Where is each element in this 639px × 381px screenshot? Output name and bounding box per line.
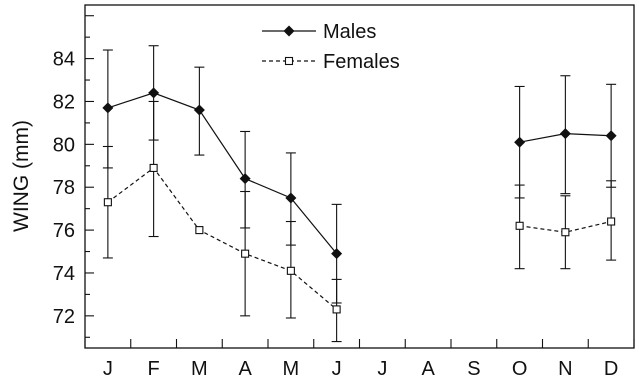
- data-point-females: [286, 266, 295, 275]
- series-lines: [107, 92, 612, 310]
- legend-label-females: Females: [323, 51, 400, 73]
- y-tick-label: 74: [53, 263, 75, 285]
- x-tick-label: S: [467, 358, 480, 380]
- data-point-males: [605, 130, 617, 142]
- x-tick-label: M: [283, 358, 300, 380]
- y-tick-label: 72: [53, 306, 75, 328]
- y-axis-title: WING (mm): [10, 120, 33, 232]
- series-line-females: [107, 167, 338, 310]
- x-tick-label: M: [191, 358, 208, 380]
- data-point-males: [102, 102, 114, 114]
- x-tick-label: A: [421, 358, 435, 380]
- x-tick-label: A: [238, 358, 252, 380]
- x-tick-label: J: [377, 358, 387, 380]
- data-point-females: [561, 228, 570, 237]
- series-markers: [102, 87, 617, 314]
- y-tick-labels: 72 74 76 78 80 82 84: [53, 49, 75, 328]
- data-point-females: [241, 249, 250, 258]
- error-bars: [102, 45, 617, 343]
- data-point-males: [193, 104, 205, 116]
- x-tick-label: O: [512, 358, 528, 380]
- x-tick-label: J: [332, 358, 342, 380]
- x-tick-label: N: [558, 358, 572, 380]
- data-point-males: [559, 128, 571, 140]
- data-point-males: [514, 136, 526, 148]
- data-point-females: [195, 226, 204, 235]
- data-point-males: [148, 87, 160, 99]
- x-tick-label: J: [103, 358, 113, 380]
- legend-label-males: Males: [323, 21, 376, 43]
- y-tick-label: 76: [53, 220, 75, 242]
- legend-marker-males: [283, 25, 295, 37]
- series-line-males: [107, 92, 338, 255]
- data-point-females: [515, 221, 524, 230]
- axis-ticks: [84, 15, 635, 348]
- data-point-females: [103, 198, 112, 207]
- y-tick-label: 82: [53, 91, 75, 113]
- data-point-males: [239, 173, 251, 185]
- legend: Males Females: [262, 21, 400, 73]
- x-tick-label: D: [604, 358, 618, 380]
- data-point-females: [149, 163, 158, 172]
- y-tick-label: 84: [53, 49, 75, 71]
- legend-marker-females: [284, 56, 294, 66]
- series-line-females: [519, 220, 612, 233]
- y-tick-label: 78: [53, 177, 75, 199]
- legend-item-females: Females: [262, 51, 400, 73]
- data-point-males: [285, 192, 297, 204]
- y-tick-label: 80: [53, 134, 75, 156]
- legend-item-males: Males: [262, 21, 376, 43]
- data-point-females: [332, 305, 341, 314]
- x-tick-label: F: [148, 358, 160, 380]
- data-point-females: [607, 217, 616, 226]
- data-point-males: [331, 248, 343, 260]
